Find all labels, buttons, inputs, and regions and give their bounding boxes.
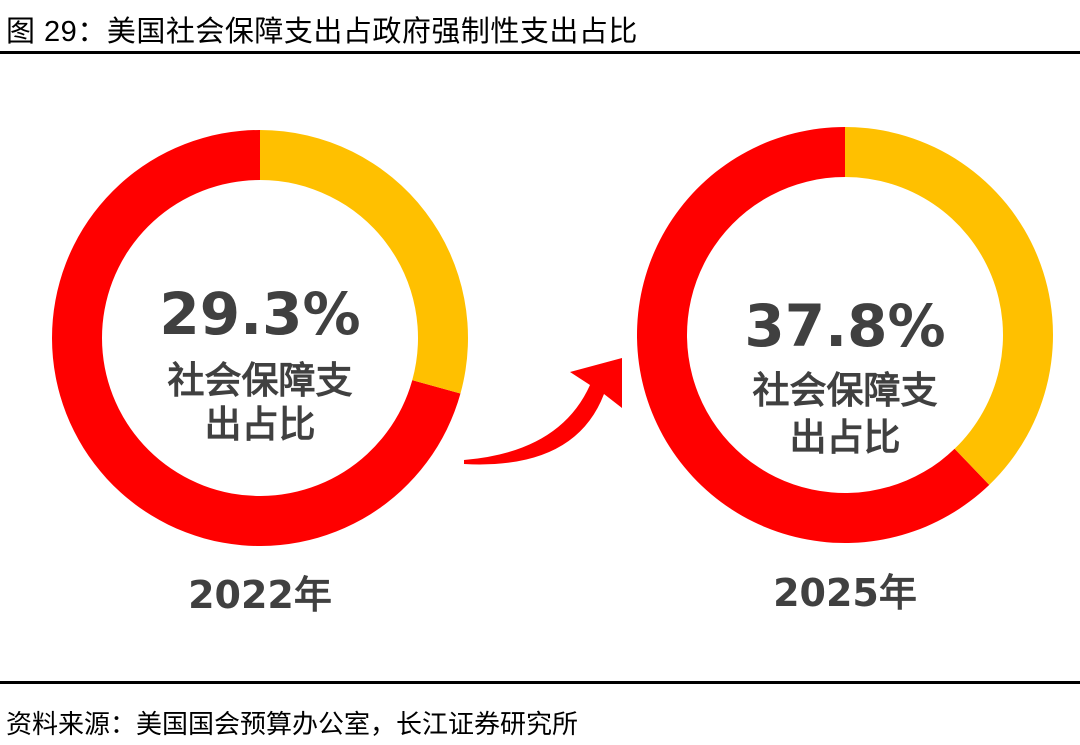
donut-slice-social-security	[845, 127, 1054, 485]
donut-center-label-line-1: 社会保障支	[168, 359, 353, 402]
donut-center-label-line-2: 出占比	[205, 403, 316, 446]
source-divider	[0, 681, 1080, 684]
donut-value-label: 37.8%	[744, 292, 945, 360]
figure-title: 图 29：美国社会保障支出占政府强制性支出占比	[6, 16, 638, 48]
donut-category-label: 2025年	[773, 571, 917, 615]
donut-center-label-line-1: 社会保障支	[753, 369, 938, 412]
source-note: 资料来源：美国国会预算办公室，长江证券研究所	[6, 709, 579, 739]
donut-slice-social-security	[260, 130, 469, 394]
donut-center-label-line-2: 出占比	[790, 416, 901, 459]
title-divider	[0, 51, 1080, 54]
donut-category-label: 2022年	[188, 573, 332, 617]
donut-slice-other	[637, 127, 990, 543]
donut-value-label: 29.3%	[159, 280, 360, 348]
growth-arrow-icon	[464, 358, 622, 465]
